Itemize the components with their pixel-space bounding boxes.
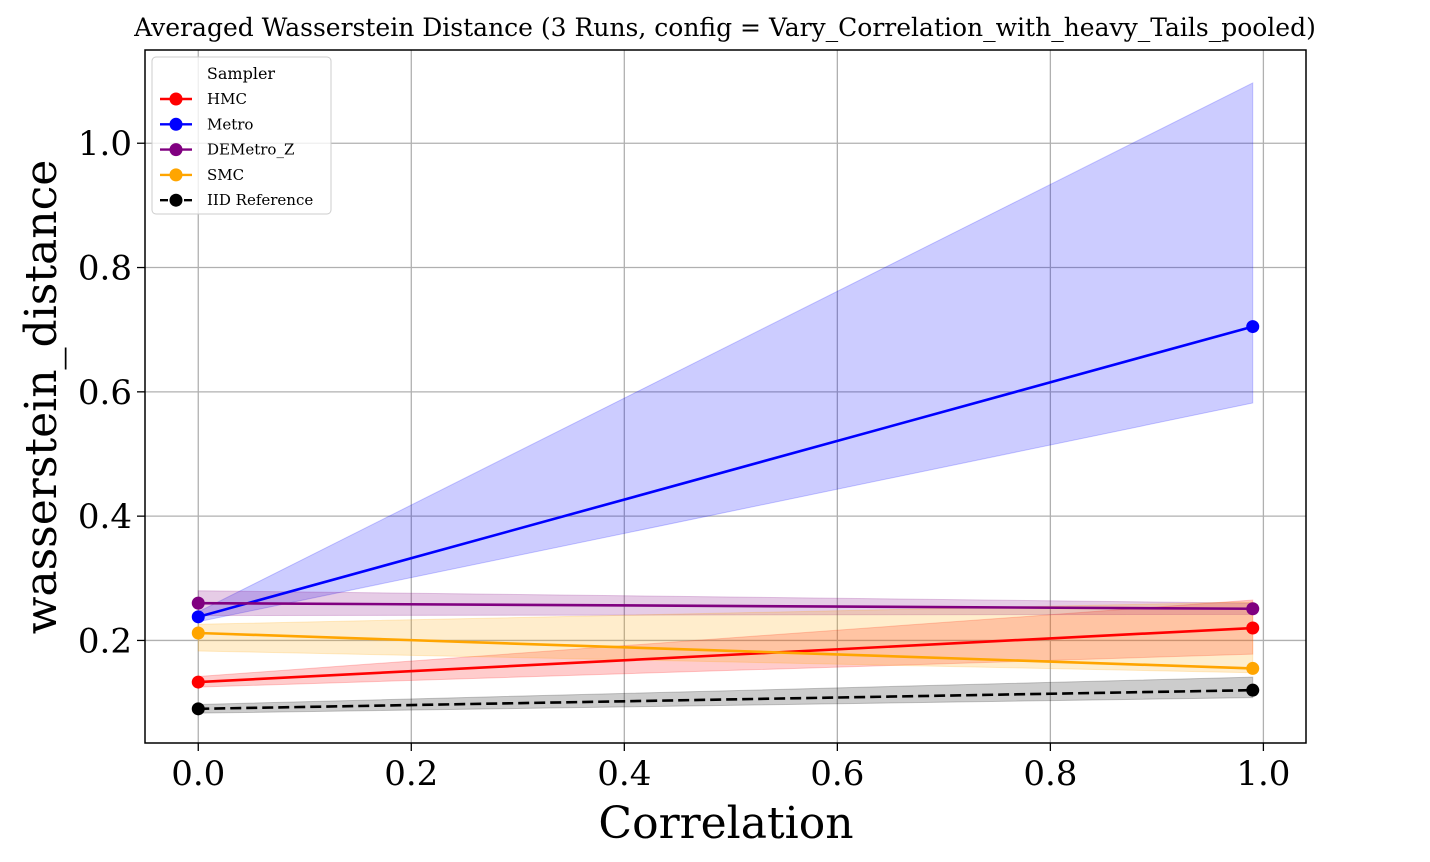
band-metro (197, 82, 1254, 623)
x-tick-label: 0.0 (171, 754, 225, 794)
legend-marker-iid-reference (169, 193, 183, 207)
point-metro (191, 610, 205, 624)
point-metro (1246, 320, 1260, 334)
legend-marker-smc (169, 168, 183, 182)
series-line-demetro-z (198, 601, 1253, 611)
legend-label-smc: SMC (207, 166, 244, 184)
legend: Sampler HMC Metro DEMetro_Z SMC IID Referenc… (151, 56, 332, 215)
legend-item-hmc: HMC (160, 90, 247, 108)
plot-area-frame (144, 49, 1307, 744)
legend-title: Sampler (207, 64, 276, 83)
uncertainty-bands (197, 82, 1254, 714)
legend-label-hmc: HMC (207, 90, 247, 108)
legend-box (151, 56, 332, 215)
point-smc (1246, 661, 1260, 675)
legend-label-iid-reference: IID Reference (207, 191, 313, 209)
legend-label-metro: Metro (207, 115, 253, 133)
y-axis-label: wasserstein_distance (16, 160, 67, 635)
point-iid-reference (191, 702, 205, 716)
axis-ticks: 0.0 0.2 0.4 0.6 0.8 1.0 0.2 0.4 0.6 0.8 1.0 (78, 124, 1291, 794)
legend-label-demetro-z: DEMetro_Z (207, 141, 294, 159)
point-smc (191, 626, 205, 640)
x-axis-label: Correlation (598, 798, 853, 849)
grid-layer (145, 50, 1306, 743)
legend-marker-hmc (169, 92, 183, 106)
point-hmc (1246, 621, 1260, 635)
series-line-hmc (198, 626, 1253, 684)
y-tick-label: 0.4 (78, 497, 132, 537)
y-tick-label: 0.6 (78, 373, 132, 413)
legend-item-demetro-z: DEMetro_Z (160, 141, 294, 159)
x-tick-label: 1.0 (1236, 754, 1290, 794)
legend-item-iid-reference: IID Reference (160, 191, 313, 209)
y-tick-label: 0.2 (78, 621, 132, 661)
legend-item-smc: SMC (160, 166, 244, 184)
y-tick-label: 0.8 (78, 249, 132, 289)
x-tick-label: 0.6 (810, 754, 864, 794)
chart-title: Averaged Wasserstein Distance (3 Runs, c… (133, 13, 1316, 42)
x-tick-label: 0.4 (597, 754, 651, 794)
series-line-metro (197, 325, 1254, 619)
series-line-smc (198, 631, 1253, 670)
legend-marker-metro (169, 117, 183, 131)
x-tick-label: 0.2 (384, 754, 438, 794)
legend-marker-demetro-z (169, 143, 183, 157)
point-iid-reference (1246, 683, 1260, 697)
y-tick-label: 1.0 (78, 124, 132, 164)
x-tick-label: 0.8 (1023, 754, 1077, 794)
point-hmc (191, 675, 205, 689)
legend-items: HMC Metro DEMetro_Z SMC IID Reference (160, 90, 313, 209)
series-lines (191, 320, 1260, 716)
point-demetro-z (191, 596, 205, 610)
legend-item-metro: Metro (160, 115, 253, 133)
point-demetro-z (1246, 602, 1260, 616)
